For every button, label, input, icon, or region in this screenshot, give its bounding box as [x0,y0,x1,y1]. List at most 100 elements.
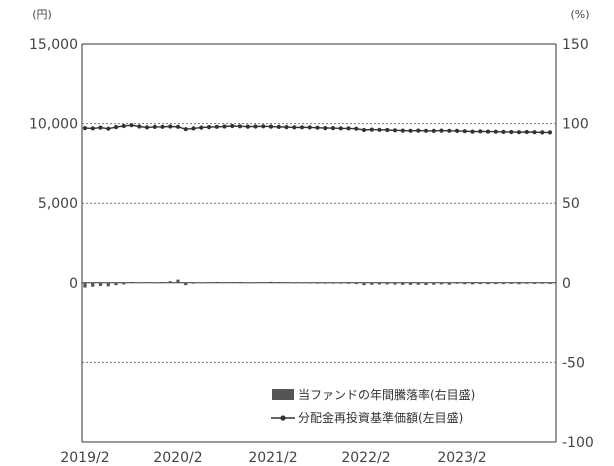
annual-return-bar [246,282,250,284]
nav-point [268,124,274,129]
nav-point [462,129,467,134]
annual-return-bar [408,282,413,285]
annual-return-bar [362,282,366,286]
right-tick-50: 50 [562,196,580,212]
annual-return-bar [470,282,475,285]
annual-return-bar [370,282,374,285]
annual-return-bar [478,282,482,285]
nav-point [214,124,219,129]
right-tick-100: 100 [562,117,589,133]
nav-point [199,125,204,130]
nav-point [144,125,150,130]
nav-point [338,126,343,131]
annual-return-bar [114,282,118,286]
annual-return-bar [160,282,165,283]
annual-return-bar [315,282,320,284]
annual-return-bar [199,282,203,284]
nav-point [532,130,537,135]
nav-point [354,126,359,131]
nav-point [447,128,452,133]
nav-point [400,128,405,133]
nav-point [106,126,111,131]
nav-point [175,124,181,129]
nav-point [408,128,413,133]
nav-point [423,128,429,133]
nav-point [516,130,522,135]
right-tick-minus-50: -50 [562,355,585,371]
left-unit-label: (円) [32,8,52,21]
annual-return-bar [455,282,459,284]
nav-point [222,124,227,129]
annual-return-bar [354,282,358,285]
annual-return-bar [501,282,506,285]
legend-bar-label: 当ファンドの年間騰落率(右目盛) [298,387,475,402]
x-tick-2022-2: 2022/2 [341,450,390,466]
nav-point [183,127,188,132]
annual-return-bar [230,282,234,283]
annual-return-bar [129,282,134,283]
nav-point [253,124,258,129]
nav-point [485,129,491,134]
annual-return-bar [540,282,544,284]
annual-return-bar [98,282,103,286]
nav-point [129,123,134,128]
annual-return-bar [215,282,219,283]
nav-point [299,125,305,130]
annual-return-bar [494,282,498,285]
nav-point [245,124,250,129]
nav-point [493,129,498,134]
nav-point [547,130,553,135]
annual-return-bar [416,282,420,285]
annual-return-bar [122,282,126,285]
annual-return-bar [292,282,296,284]
nav-point [90,126,95,131]
left-tick-10000: 10,000 [29,117,78,133]
nav-point [284,125,289,130]
nav-point [206,125,212,130]
annual-return-bar [401,282,405,285]
nav-point [137,124,142,129]
nav-point [377,127,382,132]
annual-return-bar [261,282,265,283]
annual-return-bar [300,282,304,284]
right-unit-label: (%) [570,8,589,21]
x-tick-2021-2: 2021/2 [248,450,297,466]
annual-return-bar [83,282,87,288]
nav-point [540,130,545,135]
annual-return-bar [377,282,382,285]
nav-point [454,128,460,133]
nav-point [160,124,165,129]
right-tick-0: 0 [562,276,571,292]
nav-point [168,124,173,129]
nav-line-series [82,123,553,135]
nav-point [113,125,119,130]
nav-point [330,126,336,131]
nav-point [98,125,103,130]
nav-point [431,128,436,133]
annual-return-bar [145,282,149,283]
legend-bar-swatch [272,389,294,400]
annual-return-bar [548,282,552,284]
annual-return-bar [176,279,180,283]
annual-return-bar [346,282,351,284]
nav-point [237,124,243,129]
nav-point [82,126,88,131]
nav-point [369,127,374,132]
annual-return-bar [184,282,188,286]
x-tick-2020-2: 2020/2 [153,450,202,466]
x-tick-2019-2: 2019/2 [60,450,109,466]
legend-line-marker [280,415,286,421]
annual-return-bar [486,282,490,285]
nav-point [276,124,281,129]
nav-point [416,128,421,133]
annual-return-bar [432,282,436,285]
annual-return-bars [83,279,552,288]
annual-return-bar [168,281,172,283]
nav-point [439,128,444,133]
nav-point [323,126,328,131]
annual-return-bar [439,282,444,285]
annual-return-bar [137,282,141,284]
annual-return-bar [106,282,110,287]
annual-return-bar [191,282,196,284]
